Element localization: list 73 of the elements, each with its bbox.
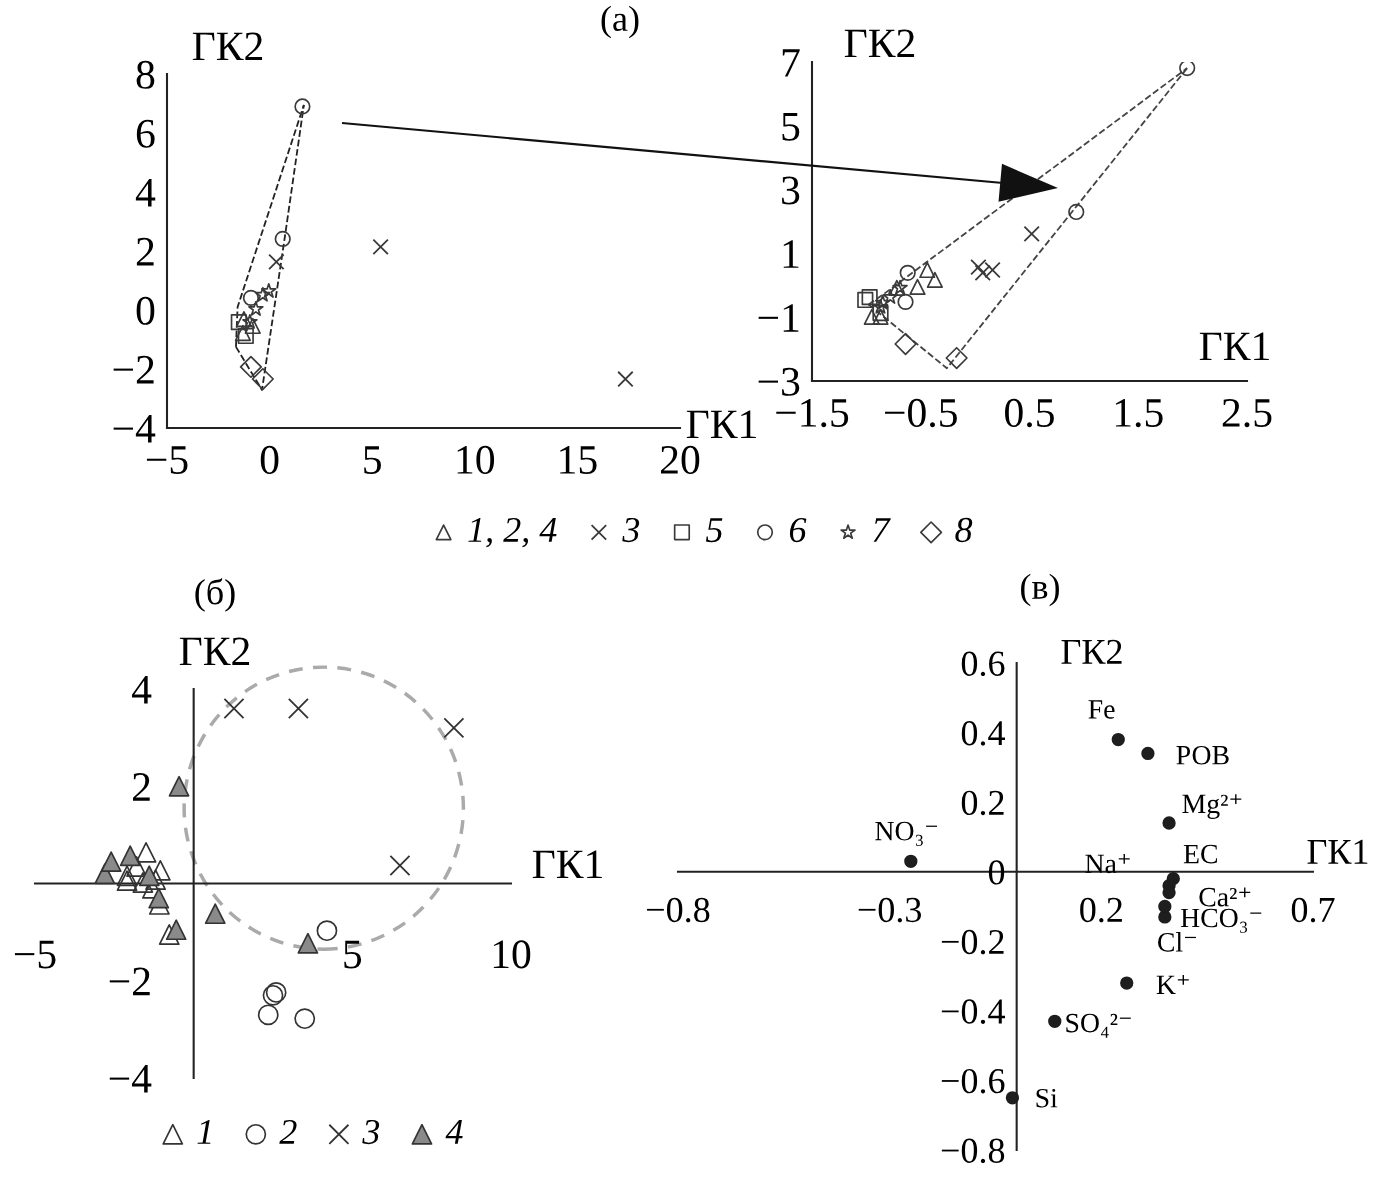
annotation: РОВ: [1176, 745, 1229, 765]
y-tick-label: −4: [113, 415, 156, 443]
y-tick-label: 0.2: [961, 790, 1004, 816]
legend-label: 5: [705, 518, 723, 543]
y-tick-label: 4: [135, 179, 156, 207]
y-tick-label: 6: [136, 119, 155, 148]
x-tick-label: −0.3: [858, 897, 922, 923]
chart-title: (а): [601, 5, 639, 39]
x-tick-label: 15: [560, 446, 597, 474]
legend-label: 7: [873, 518, 891, 542]
y-tick-label: 8: [136, 60, 155, 89]
y-axis-title: ГК2: [192, 32, 263, 61]
legend-label: 3: [362, 1119, 380, 1145]
y-axis-title: ГК2: [844, 29, 915, 58]
x-tick-label: 2.5: [1222, 398, 1272, 428]
x-tick-label: 5: [344, 940, 362, 969]
annotation: Ca²⁺: [1199, 887, 1251, 907]
x-tick-label: −5: [146, 446, 188, 474]
y-tick-label: −0.4: [941, 999, 1005, 1024]
y-tick-label: 2: [136, 237, 154, 266]
x-tick-label: 1.5: [1115, 399, 1163, 428]
y-tick-label: −2: [113, 355, 154, 384]
chart-title: (в): [1021, 573, 1059, 607]
x-tick-label: 0.2: [1080, 897, 1122, 923]
legend-label: 1: [197, 1119, 211, 1144]
x-tick-label: 0: [260, 445, 279, 474]
y-tick-label: 1: [783, 240, 799, 268]
annotation: EC: [1183, 844, 1217, 864]
x-tick-label: 10: [493, 940, 531, 969]
chart-title: (б): [195, 578, 235, 612]
annotation: HCO₃⁻: [1180, 908, 1262, 933]
y-tick-label: −2: [109, 967, 150, 996]
x-tick-label: 10: [457, 445, 495, 474]
x-axis-title: ГК1: [532, 850, 602, 879]
annotation: K⁺: [1156, 975, 1189, 994]
x-axis-title: ГК1: [1199, 332, 1269, 361]
y-tick-label: 0.4: [961, 721, 1005, 746]
x-tick-label: −5: [14, 940, 56, 969]
x-axis-title: ГК1: [1307, 839, 1368, 864]
legend-label: 1, 2, 4: [468, 517, 557, 548]
annotation: Cl⁻: [1158, 932, 1196, 952]
y-tick-label: −0.8: [941, 1138, 1005, 1164]
annotation: Na⁺: [1085, 854, 1130, 874]
legend-label: 3: [622, 517, 640, 543]
y-tick-label: −0.6: [941, 1068, 1005, 1094]
x-tick-label: −1.5: [776, 399, 849, 428]
y-tick-label: 5: [782, 112, 800, 141]
x-tick-label: 20: [661, 445, 700, 474]
annotation: Si: [1036, 1088, 1058, 1108]
y-tick-label: −3: [758, 367, 800, 396]
y-axis-title: ГК2: [179, 637, 250, 666]
annotation: Mg²⁺: [1182, 794, 1242, 819]
y-tick-label: −0.2: [941, 929, 1004, 955]
y-tick-label: 0: [136, 296, 155, 325]
y-tick-label: −1: [758, 304, 799, 332]
legend-label: 2: [279, 1119, 297, 1144]
y-tick-label: 3: [782, 176, 800, 205]
x-tick-label: −0.8: [647, 897, 710, 923]
y-tick-label: 4: [131, 676, 152, 704]
annotation: NO₃⁻: [875, 821, 938, 846]
y-tick-label: 7: [782, 49, 800, 77]
y-tick-label: 0.6: [961, 651, 1005, 677]
x-tick-label: 5: [364, 446, 381, 474]
annotation: Fe: [1088, 700, 1115, 719]
y-tick-label: 2: [133, 773, 150, 801]
annotation: SO₄²⁻: [1066, 1013, 1131, 1038]
y-axis-title: ГК2: [1061, 639, 1122, 664]
y-tick-label: −4: [109, 1065, 152, 1093]
x-tick-label: −0.5: [885, 398, 957, 428]
x-tick-label: 0.7: [1291, 897, 1335, 923]
legend-label: 4: [445, 1120, 463, 1144]
x-axis-title: ГК1: [686, 410, 756, 439]
x-tick-label: 0.5: [1005, 398, 1054, 428]
